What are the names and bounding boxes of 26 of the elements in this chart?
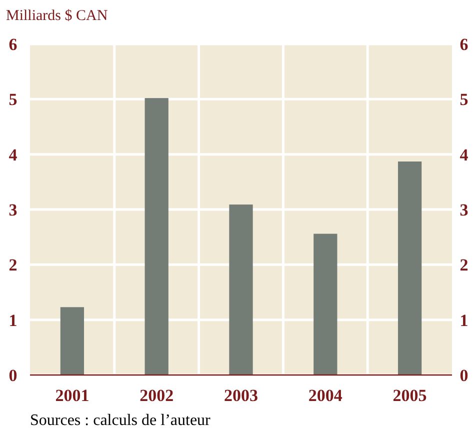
y-tick-label: 6 — [8, 34, 18, 54]
x-tick-label: 2001 — [55, 386, 90, 405]
y2-tick-label: 6 — [460, 34, 468, 54]
y2-tick-label: 4 — [460, 145, 469, 164]
y-tick-label: 0 — [8, 366, 18, 385]
bar — [144, 98, 168, 375]
y2-tick-label: 3 — [460, 200, 468, 220]
y2-tick-label: 1 — [460, 310, 468, 330]
bar — [60, 307, 84, 375]
y-tick-label: 2 — [8, 256, 18, 275]
y2-tick-label: 0 — [460, 366, 468, 385]
x-tick-label: 2003 — [224, 386, 258, 405]
y-axis-title: Milliards $ CAN — [6, 8, 108, 24]
x-tick-label: 2004 — [308, 386, 343, 405]
x-tick-label: 2005 — [392, 386, 427, 405]
source-note: Sources : calculs de l’auteur — [30, 412, 212, 429]
y-tick-label: 5 — [8, 90, 18, 110]
bar — [229, 204, 253, 375]
x-tick-label: 2002 — [140, 386, 174, 405]
bar — [398, 162, 422, 375]
y2-tick-label: 5 — [460, 90, 468, 110]
bar — [314, 234, 338, 375]
y-tick-label: 1 — [8, 310, 18, 330]
y-tick-label: 3 — [8, 200, 18, 220]
y-tick-label: 4 — [8, 145, 18, 164]
y2-tick-label: 2 — [460, 256, 468, 275]
